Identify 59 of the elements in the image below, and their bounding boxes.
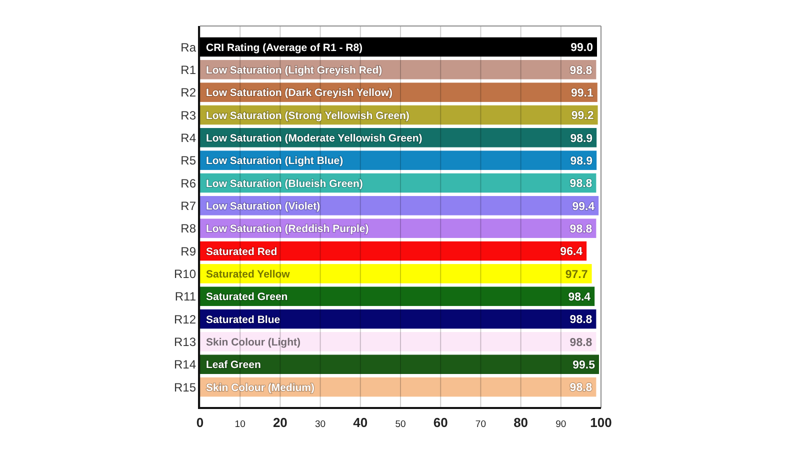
annotation: Low Saturation (Violet) [206, 200, 320, 212]
annotation: Low Saturation (Moderate Yellowish Green) [206, 132, 422, 144]
y-tick-label: R12 [174, 312, 196, 326]
data-label: 98.4 [568, 291, 592, 304]
annotation: Low Saturation (Light Greyish Red) [206, 64, 382, 76]
x-tick-label: 30 [315, 419, 326, 430]
x-tick-label: 40 [353, 415, 368, 430]
y-tick-label: R8 [180, 222, 196, 236]
data-label: 98.9 [570, 155, 593, 168]
annotation: Saturated Yellow [206, 268, 291, 280]
data-label: 98.8 [570, 314, 593, 326]
annotation: Low Saturation (Light Blue) [206, 155, 344, 168]
x-tick-label: 0 [196, 415, 204, 430]
y-tick-label: Ra [180, 40, 196, 54]
annotation: Saturated Red [206, 246, 278, 258]
annotation: Low Saturation (Reddish Purple) [206, 223, 369, 236]
y-tick-label: R1 [180, 62, 196, 77]
data-label: 99.2 [571, 110, 594, 122]
y-tick-label: R10 [174, 266, 196, 281]
y-tick-label: R4 [180, 130, 196, 145]
data-label: 98.8 [570, 336, 593, 349]
y-tick-label: R13 [174, 335, 196, 350]
y-tick-label: R7 [180, 198, 196, 213]
data-label: 98.8 [570, 64, 593, 77]
data-label: 99.4 [572, 200, 596, 213]
annotation: Leaf Green [206, 359, 261, 372]
annotation: Saturated Blue [206, 314, 280, 326]
y-tick-label: R11 [174, 290, 196, 304]
data-label: 97.7 [565, 268, 588, 281]
annotation: Skin Colour (Light) [206, 336, 300, 348]
data-label: 99.0 [570, 42, 593, 54]
annotation: Low Saturation (Dark Greyish Yellow) [206, 87, 393, 100]
y-tick-label: R9 [180, 244, 196, 258]
annotation: Saturated Green [206, 291, 288, 304]
data-label: 96.4 [560, 246, 584, 258]
data-label: 99.1 [571, 87, 594, 100]
x-tick-label: 70 [475, 419, 486, 430]
data-label: 98.9 [570, 132, 593, 145]
y-tick-label: R14 [174, 358, 196, 372]
data-label: 98.8 [570, 223, 593, 236]
x-tick-label: 10 [234, 419, 246, 430]
annotation: Low Saturation (Strong Yellowish Green) [206, 110, 410, 122]
annotation: Low Saturation (Blueish Green) [206, 178, 363, 190]
x-tick-label: 80 [514, 415, 528, 430]
x-tick-label: 90 [556, 419, 566, 430]
data-label: 98.8 [570, 178, 593, 190]
x-tick-label: 20 [272, 415, 288, 430]
data-label: 99.5 [572, 360, 596, 372]
y-tick-label: R3 [180, 108, 196, 122]
data-label: 98.8 [570, 382, 593, 394]
annotation: CRI Rating (Average of R1 - R8) [206, 42, 363, 54]
annotation: Skin Colour (Medium) [206, 382, 314, 394]
y-tick-label: R2 [180, 86, 196, 100]
x-tick-label: 60 [433, 415, 448, 430]
y-tick-label: R6 [180, 176, 196, 190]
y-tick-label: R15 [174, 380, 196, 394]
y-tick-label: R5 [180, 154, 196, 168]
x-tick-label: 100 [590, 415, 612, 430]
x-tick-label: 50 [395, 419, 406, 430]
